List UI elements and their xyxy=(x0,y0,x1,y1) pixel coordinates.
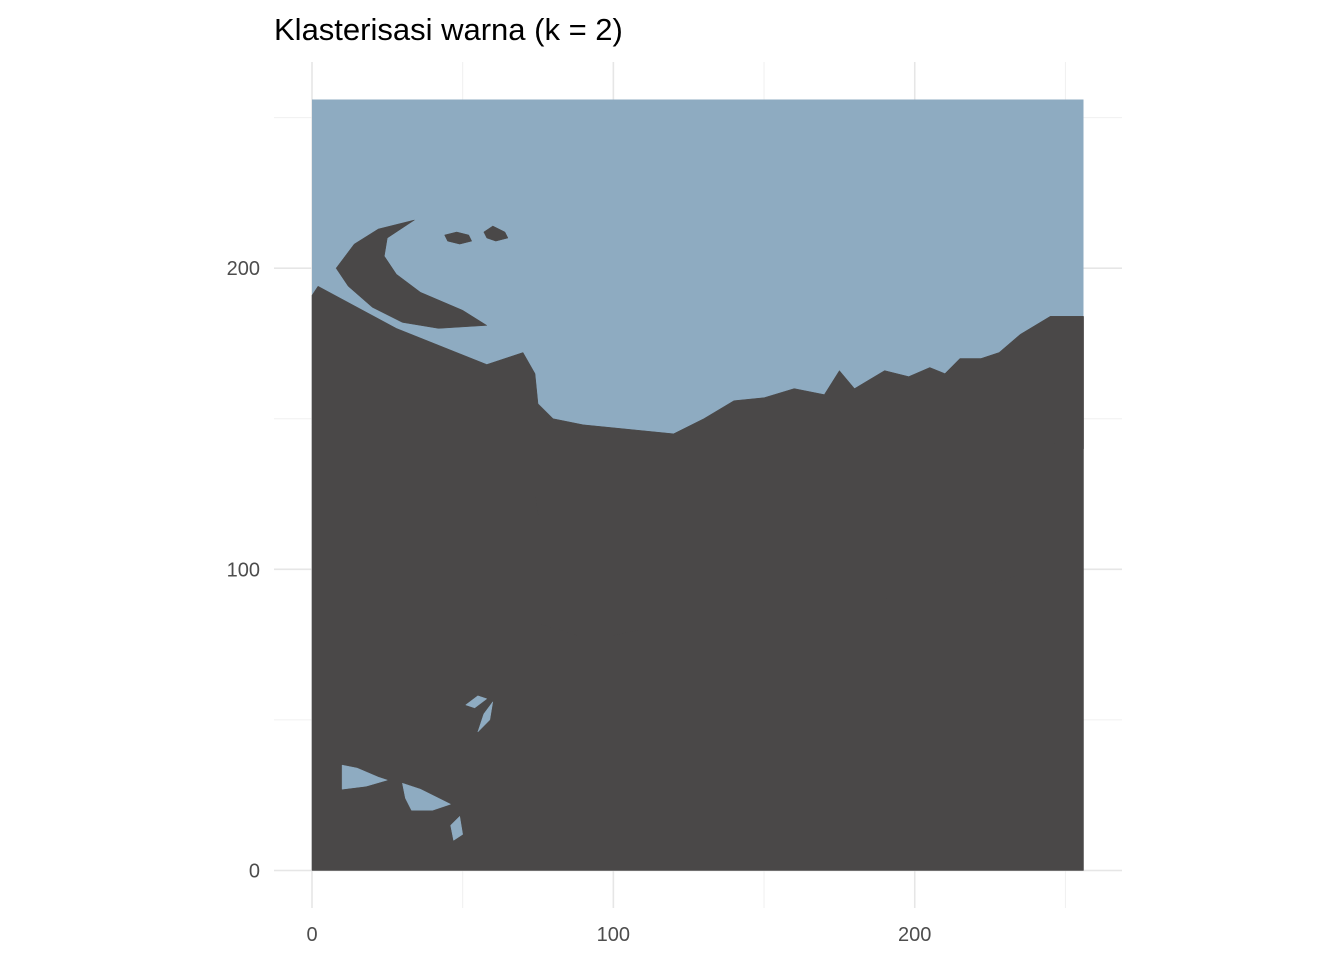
y-tick-label: 0 xyxy=(249,861,260,883)
cluster-2-region xyxy=(483,225,509,242)
cluster-2-region xyxy=(444,231,473,245)
axes: 0 100 200 0 100 200 xyxy=(227,258,932,946)
cluster-2-region xyxy=(1035,315,1084,450)
cluster-1-region xyxy=(477,701,494,733)
cluster-1-region xyxy=(450,815,463,841)
cluster-1-region xyxy=(402,782,452,811)
cluster-raster xyxy=(311,99,1084,871)
cluster-1-region xyxy=(465,695,488,709)
y-tick-label: 200 xyxy=(227,258,260,280)
cluster-1-region xyxy=(341,764,389,790)
x-tick-label: 100 xyxy=(597,924,630,946)
x-tick-label: 0 xyxy=(306,924,317,946)
cluster-2-region xyxy=(311,424,1084,871)
x-tick-label: 200 xyxy=(898,924,931,946)
chart-title: Klasterisasi warna (k = 2) xyxy=(274,12,623,47)
y-tick-label: 100 xyxy=(227,559,260,581)
cluster-2-region xyxy=(335,219,488,329)
